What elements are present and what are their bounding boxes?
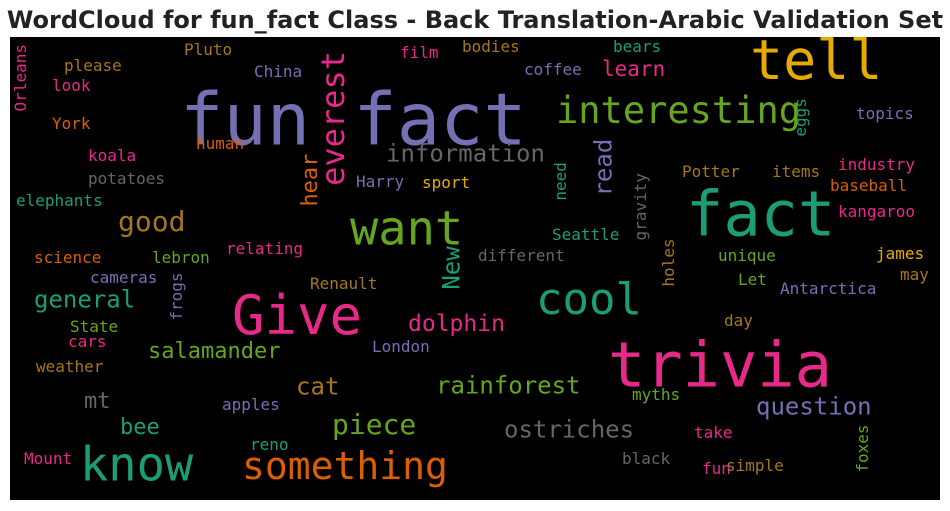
word-mt: mt: [84, 389, 111, 414]
word-relating: relating: [226, 239, 303, 258]
word-lebron: lebron: [152, 248, 210, 267]
word-cool: cool: [536, 274, 642, 325]
word-renault: Renault: [310, 274, 377, 293]
word-rainforest: rainforest: [436, 372, 581, 400]
word-reno: reno: [250, 435, 289, 454]
word-something: something: [242, 444, 448, 488]
word-film: film: [400, 43, 439, 62]
word-bodies: bodies: [462, 37, 520, 56]
word-piece: piece: [332, 408, 416, 441]
word-science: science: [34, 248, 101, 267]
word-bears: bears: [613, 37, 661, 56]
word-james: james: [876, 244, 924, 263]
word-learn: learn: [602, 57, 665, 81]
word-salamander: salamander: [148, 339, 280, 364]
word-let: Let: [738, 270, 767, 289]
word-need: need: [551, 162, 570, 201]
word-seattle: Seattle: [552, 225, 619, 244]
word-fact: fact: [686, 177, 835, 250]
word-black: black: [622, 449, 671, 468]
chart-title: WordCloud for fun_fact Class - Back Tran…: [6, 6, 944, 34]
word-kangaroo: kangaroo: [838, 202, 915, 221]
word-potter: Potter: [682, 162, 740, 181]
word-bee: bee: [120, 415, 160, 440]
word-industry: industry: [838, 155, 915, 174]
word-general: general: [34, 286, 135, 314]
wordcloud-canvas: fun fact fact trivia tell Give know want someth…: [10, 37, 940, 500]
word-cars: cars: [68, 332, 107, 351]
word-baseball: baseball: [830, 176, 907, 195]
word-items: items: [772, 162, 820, 181]
word-apples: apples: [222, 395, 280, 414]
word-trivia: trivia: [608, 328, 832, 401]
word-good: good: [118, 205, 185, 238]
word-unique: unique: [718, 246, 776, 265]
word-ostriches: ostriches: [504, 416, 634, 444]
word-elephants: elephants: [16, 191, 103, 210]
word-information: information: [386, 140, 545, 168]
word-may: may: [900, 265, 929, 284]
word-harry: Harry: [356, 172, 405, 191]
word-antarctica: Antarctica: [780, 279, 876, 298]
word-china: China: [254, 62, 302, 81]
word-new: New: [438, 246, 466, 290]
word-take: take: [694, 423, 733, 442]
word-gravity: gravity: [631, 173, 650, 241]
word-potatoes: potatoes: [88, 169, 165, 188]
word-tell: tell: [750, 37, 882, 92]
word-look: look: [52, 76, 91, 95]
word-state: State: [70, 317, 118, 336]
word-topics: topics: [856, 104, 914, 123]
word-know: know: [80, 437, 194, 492]
word-sport: sport: [422, 173, 470, 192]
word-weather: weather: [36, 357, 104, 376]
word-mount: Mount: [24, 449, 72, 468]
word-different: different: [478, 246, 565, 265]
word-simple: simple: [726, 456, 784, 475]
word-cameras: cameras: [90, 268, 157, 287]
wordcloud-svg: fun fact fact trivia tell Give know want someth…: [11, 37, 929, 492]
word-myths: myths: [632, 385, 680, 404]
word-frogs: frogs: [167, 272, 186, 320]
word-everest: everest: [314, 51, 352, 186]
word-question: question: [756, 393, 872, 421]
word-pluto: Pluto: [184, 40, 232, 59]
word-coffee: coffee: [524, 60, 582, 79]
word-fun-fact: fun fact: [180, 78, 527, 162]
word-koala: koala: [88, 146, 136, 165]
word-york: York: [52, 114, 91, 133]
word-give: Give: [232, 284, 362, 347]
word-day: day: [724, 311, 753, 330]
word-human: human: [196, 134, 244, 153]
word-foxes: foxes: [853, 424, 872, 472]
word-fun: fun: [702, 459, 731, 478]
word-london: London: [372, 337, 430, 356]
word-dolphin: dolphin: [408, 311, 505, 337]
word-holes: holes: [659, 238, 678, 286]
word-cat: cat: [296, 373, 339, 401]
word-read: read: [590, 139, 618, 197]
word-interesting: interesting: [556, 89, 801, 132]
word-eggs: eggs: [791, 98, 810, 137]
word-hear: hear: [298, 154, 323, 207]
word-orleans: Orleans: [11, 44, 30, 111]
word-want: want: [350, 201, 463, 256]
word-please: please: [64, 56, 122, 75]
